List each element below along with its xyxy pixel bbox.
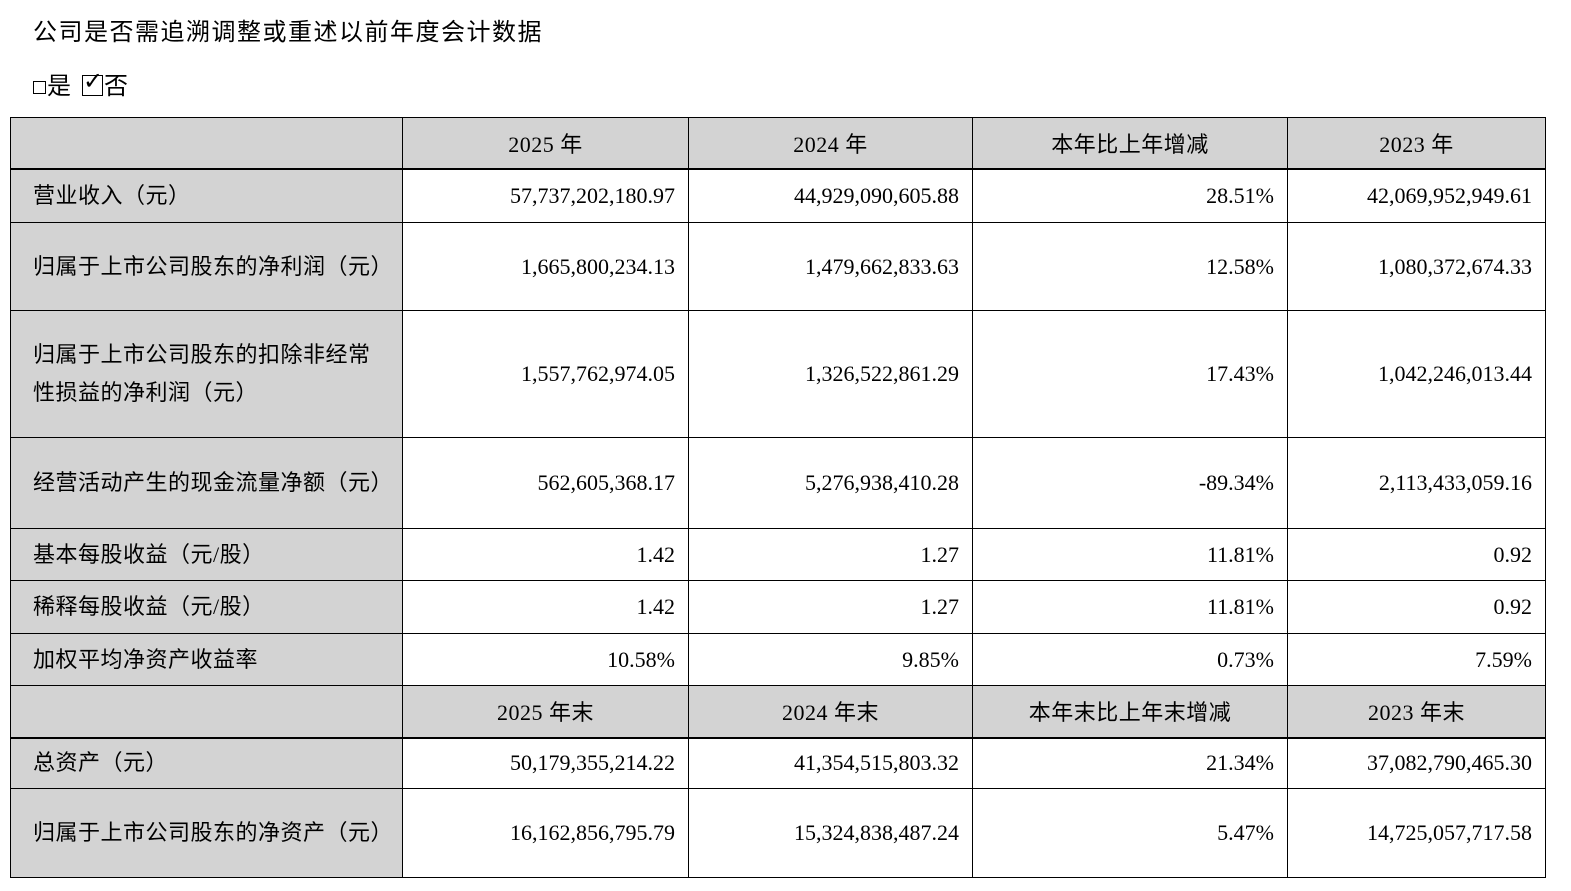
value-2023: 14,725,057,717.58 <box>1287 788 1546 878</box>
value-2023: 1,042,246,013.44 <box>1287 310 1546 438</box>
year-end-header-row: 2025 年末 2024 年末 本年末比上年末增减 2023 年末 <box>10 685 1546 739</box>
value-2025: 1,557,762,974.05 <box>402 310 689 438</box>
header-yoy-end-change: 本年末比上年末增减 <box>972 685 1288 739</box>
value-change: -89.34% <box>972 437 1288 529</box>
table-row-diluted-eps: 稀释每股收益（元/股） 1.42 1.27 11.81% 0.92 <box>10 580 1546 634</box>
value-change: 11.81% <box>972 528 1288 581</box>
table-row-weighted-avg-roe: 加权平均净资产收益率 10.58% 9.85% 0.73% 7.59% <box>10 633 1546 686</box>
value-2025: 50,179,355,214.22 <box>402 737 689 789</box>
value-2023: 0.92 <box>1287 528 1546 581</box>
value-2025: 16,162,856,795.79 <box>402 788 689 878</box>
value-2023: 0.92 <box>1287 580 1546 634</box>
header-2023-end: 2023 年末 <box>1287 685 1546 739</box>
value-2024: 5,276,938,410.28 <box>688 437 973 529</box>
table-row-total-assets: 总资产（元） 50,179,355,214.22 41,354,515,803.… <box>10 737 1546 789</box>
value-2023: 7.59% <box>1287 633 1546 686</box>
value-2023: 2,113,433,059.16 <box>1287 437 1546 529</box>
value-change: 12.58% <box>972 222 1288 311</box>
table-row-revenue: 营业收入（元） 57,737,202,180.97 44,929,090,605… <box>10 168 1546 223</box>
value-2025: 562,605,368.17 <box>402 437 689 529</box>
value-change: 11.81% <box>972 580 1288 634</box>
value-2023: 1,080,372,674.33 <box>1287 222 1546 311</box>
checkbox-no-label: 否 <box>104 74 129 100</box>
value-2023: 42,069,952,949.61 <box>1287 168 1546 223</box>
value-2024: 1.27 <box>688 580 973 634</box>
row-label: 基本每股收益（元/股） <box>10 528 403 581</box>
header-blank-cell <box>10 685 403 739</box>
restatement-answer-line: 是 ✓ 否 <box>33 66 129 101</box>
value-2025: 1.42 <box>402 528 689 581</box>
header-yoy-change: 本年比上年增减 <box>972 117 1288 170</box>
checkbox-yes-label: 是 <box>47 74 72 100</box>
table-row-net-profit-excl-nonrecurring: 归属于上市公司股东的扣除非经常性损益的净利润（元） 1,557,762,974.… <box>10 310 1546 438</box>
value-change: 5.47% <box>972 788 1288 878</box>
value-2024: 9.85% <box>688 633 973 686</box>
row-label: 稀释每股收益（元/股） <box>10 580 403 634</box>
value-2025: 10.58% <box>402 633 689 686</box>
restatement-question-text: 公司是否需追溯调整或重述以前年度会计数据 <box>33 20 543 46</box>
key-financials-table: 2025 年 2024 年 本年比上年增减 2023 年 营业收入（元） 57,… <box>10 117 1546 878</box>
value-2025: 57,737,202,180.97 <box>402 168 689 223</box>
header-2024-end: 2024 年末 <box>688 685 973 739</box>
annual-header-row: 2025 年 2024 年 本年比上年增减 2023 年 <box>10 117 1546 170</box>
table-row-operating-cash-flow: 经营活动产生的现金流量净额（元） 562,605,368.17 5,276,93… <box>10 437 1546 529</box>
header-2023: 2023 年 <box>1287 117 1546 170</box>
header-2025: 2025 年 <box>402 117 689 170</box>
row-label: 归属于上市公司股东的净利润（元） <box>10 222 403 311</box>
value-2025: 1.42 <box>402 580 689 634</box>
row-label: 加权平均净资产收益率 <box>10 633 403 686</box>
header-blank-cell <box>10 117 403 170</box>
value-change: 0.73% <box>972 633 1288 686</box>
header-2025-end: 2025 年末 <box>402 685 689 739</box>
row-label: 营业收入（元） <box>10 168 403 223</box>
table-row-basic-eps: 基本每股收益（元/股） 1.42 1.27 11.81% 0.92 <box>10 528 1546 581</box>
value-2024: 1,479,662,833.63 <box>688 222 973 311</box>
row-label: 归属于上市公司股东的扣除非经常性损益的净利润（元） <box>10 310 403 438</box>
value-2024: 15,324,838,487.24 <box>688 788 973 878</box>
value-2024: 1,326,522,861.29 <box>688 310 973 438</box>
value-2024: 41,354,515,803.32 <box>688 737 973 789</box>
value-change: 21.34% <box>972 737 1288 789</box>
value-2023: 37,082,790,465.30 <box>1287 737 1546 789</box>
checkbox-no-checked-icon: ✓ <box>82 69 103 96</box>
check-mark-icon: ✓ <box>83 67 105 95</box>
value-2024: 1.27 <box>688 528 973 581</box>
value-change: 28.51% <box>972 168 1288 223</box>
row-label: 经营活动产生的现金流量净额（元） <box>10 437 403 529</box>
checkbox-yes-icon <box>33 81 46 94</box>
row-label: 归属于上市公司股东的净资产（元） <box>10 788 403 878</box>
header-2024: 2024 年 <box>688 117 973 170</box>
value-2025: 1,665,800,234.13 <box>402 222 689 311</box>
value-2024: 44,929,090,605.88 <box>688 168 973 223</box>
row-label: 总资产（元） <box>10 737 403 789</box>
value-change: 17.43% <box>972 310 1288 438</box>
table-row-net-assets: 归属于上市公司股东的净资产（元） 16,162,856,795.79 15,32… <box>10 788 1546 878</box>
table-row-net-profit: 归属于上市公司股东的净利润（元） 1,665,800,234.13 1,479,… <box>10 222 1546 311</box>
